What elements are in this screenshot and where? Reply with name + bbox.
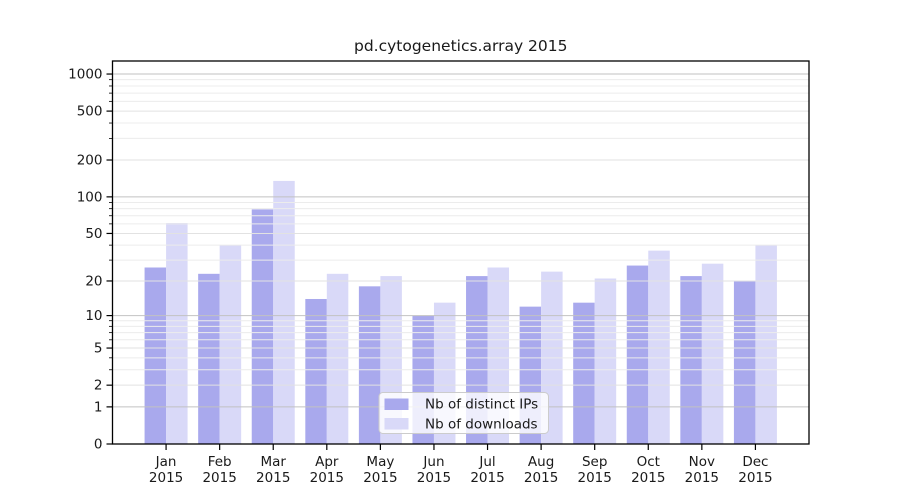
x-tick-label-month: Jul	[478, 454, 495, 470]
x-tick-label-month: Mar	[260, 454, 286, 470]
y-tick-label: 500	[77, 104, 103, 120]
legend-label-downloads: Nb of downloads	[425, 417, 538, 433]
bar-distinct-ips-sep	[573, 302, 595, 444]
bar-downloads-oct	[648, 250, 670, 444]
bar-distinct-ips-feb	[198, 273, 220, 444]
x-tick-label-year: 2015	[417, 470, 451, 486]
bar-downloads-apr	[326, 273, 349, 444]
x-tick-label-month: Dec	[742, 454, 768, 470]
bar-distinct-ips-apr	[305, 298, 327, 444]
legend-label-distinct-ips: Nb of distinct IPs	[425, 397, 538, 413]
y-tick-label: 2	[94, 378, 103, 394]
x-tick-label-month: Sep	[582, 454, 607, 470]
x-tick-label-month: Nov	[689, 454, 715, 470]
bar-downloads-nov	[701, 263, 724, 444]
bar-distinct-ips-oct	[626, 265, 649, 444]
bar-distinct-ips-may	[358, 286, 381, 444]
y-tick-label: 20	[85, 273, 102, 289]
y-tick-label: 1000	[68, 67, 102, 83]
y-tick-label: 10	[85, 308, 102, 324]
y-tick-label: 50	[85, 226, 102, 242]
x-tick-label-month: Feb	[208, 454, 232, 470]
legend-box	[378, 392, 549, 434]
bar-distinct-ips-dec	[733, 280, 756, 444]
x-tick-label-year: 2015	[631, 470, 665, 486]
y-tick-label: 100	[77, 189, 103, 205]
x-tick-label-month: May	[366, 454, 394, 470]
x-tick-label-year: 2015	[738, 470, 772, 486]
x-tick-label-year: 2015	[524, 470, 558, 486]
bar-downloads-jan	[166, 222, 188, 444]
y-tick-label: 0	[94, 437, 103, 453]
legend-swatch-distinct-ips	[384, 398, 409, 410]
x-tick-label-month: Aug	[528, 454, 554, 470]
bar-distinct-ips-nov	[680, 276, 702, 444]
bar-distinct-ips-jan	[144, 267, 167, 444]
y-tick-label: 200	[77, 153, 103, 169]
bar-downloads-mar	[273, 180, 295, 445]
chart-title: pd.cytogenetics.array 2015	[354, 37, 568, 55]
x-tick-label-month: Apr	[315, 454, 339, 470]
x-tick-label-month: Oct	[637, 454, 660, 470]
bar-downloads-sep	[594, 278, 617, 444]
plot-frame	[111, 60, 810, 445]
bar-downloads-dec	[755, 245, 777, 444]
x-tick-label-month: Jun	[422, 454, 444, 470]
x-tick-label-year: 2015	[256, 470, 290, 486]
y-tick-label: 1	[94, 399, 103, 415]
x-tick-label-year: 2015	[149, 470, 183, 486]
x-tick-label-year: 2015	[578, 470, 612, 486]
legend-swatch-downloads	[384, 418, 409, 430]
x-tick-label-year: 2015	[363, 470, 397, 486]
bar-downloads-feb	[219, 245, 242, 444]
y-tick-label: 5	[94, 341, 103, 357]
x-tick-label-year: 2015	[685, 470, 719, 486]
x-tick-label-year: 2015	[202, 470, 236, 486]
x-tick-label-month: Jan	[155, 454, 177, 470]
x-tick-label-year: 2015	[470, 470, 504, 486]
x-tick-label-year: 2015	[310, 470, 344, 486]
